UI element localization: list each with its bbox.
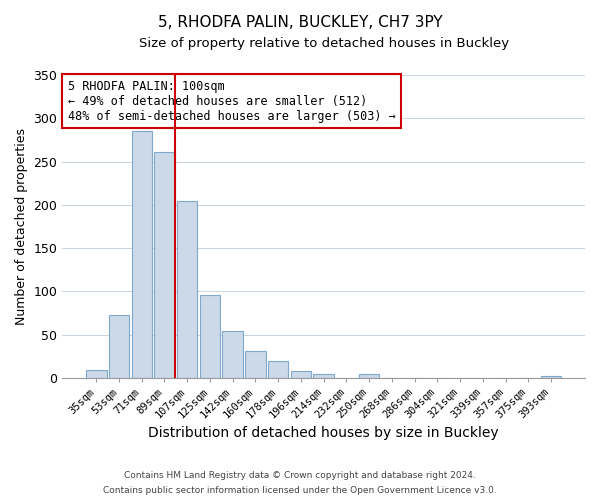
Bar <box>268 360 289 378</box>
Text: 5 RHODFA PALIN: 100sqm
← 49% of detached houses are smaller (512)
48% of semi-de: 5 RHODFA PALIN: 100sqm ← 49% of detached… <box>68 80 395 122</box>
Bar <box>290 371 311 378</box>
Text: Contains public sector information licensed under the Open Government Licence v3: Contains public sector information licen… <box>103 486 497 495</box>
Text: Contains HM Land Registry data © Crown copyright and database right 2024.: Contains HM Land Registry data © Crown c… <box>124 471 476 480</box>
Bar <box>86 370 107 378</box>
Bar <box>313 374 334 378</box>
Bar <box>109 314 129 378</box>
Bar <box>245 351 266 378</box>
Bar <box>223 331 243 378</box>
Bar <box>177 202 197 378</box>
X-axis label: Distribution of detached houses by size in Buckley: Distribution of detached houses by size … <box>148 426 499 440</box>
Text: 5, RHODFA PALIN, BUCKLEY, CH7 3PY: 5, RHODFA PALIN, BUCKLEY, CH7 3PY <box>158 15 442 30</box>
Y-axis label: Number of detached properties: Number of detached properties <box>15 128 28 325</box>
Bar <box>359 374 379 378</box>
Bar <box>131 131 152 378</box>
Bar <box>541 376 561 378</box>
Bar <box>154 152 175 378</box>
Bar <box>200 295 220 378</box>
Title: Size of property relative to detached houses in Buckley: Size of property relative to detached ho… <box>139 37 509 50</box>
